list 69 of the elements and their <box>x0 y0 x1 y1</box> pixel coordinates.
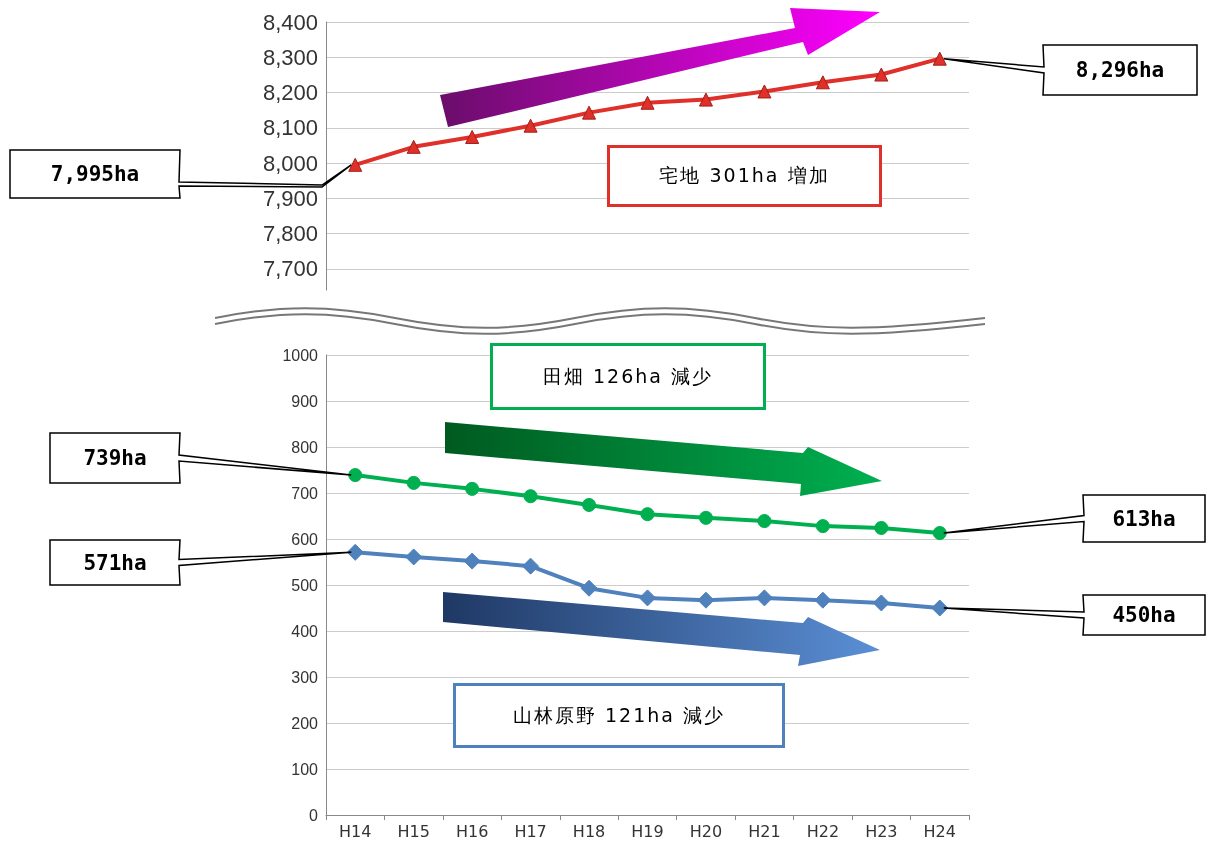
y-tick-label: 700 <box>291 484 319 502</box>
point <box>698 92 713 107</box>
point <box>874 67 889 82</box>
x-tick-label: H17 <box>514 821 547 841</box>
point <box>405 548 423 566</box>
y-tick-label: 7,700 <box>262 256 318 282</box>
point <box>931 599 949 617</box>
text: 613ha <box>1111 505 1177 533</box>
text: 8,296ha <box>1074 57 1166 84</box>
point <box>582 105 597 120</box>
y-tick-label: 600 <box>291 530 319 548</box>
point <box>465 481 480 496</box>
y-tick-label: 7,800 <box>262 221 318 247</box>
x-tick-label: H18 <box>572 821 606 841</box>
y-tick-label: 8,400 <box>262 9 318 35</box>
text: 739ha <box>82 445 148 472</box>
point <box>465 129 480 144</box>
x-tick-label: H22 <box>806 821 840 841</box>
point <box>523 489 538 504</box>
text: 7,995ha <box>49 161 141 188</box>
y-tick-label: 800 <box>291 438 319 456</box>
y-tick-label: 200 <box>291 714 319 732</box>
y-tick-label: 8,300 <box>262 44 318 70</box>
y-tick-label: 0 <box>309 806 319 824</box>
y-tick-label: 1000 <box>282 346 319 364</box>
point <box>815 519 830 534</box>
point <box>639 589 656 607</box>
point <box>346 543 364 561</box>
point <box>757 84 772 99</box>
point <box>580 579 598 597</box>
x-tick-label: H19 <box>631 821 664 841</box>
point <box>872 594 890 612</box>
y-tick-label: 100 <box>291 760 319 778</box>
y-tick-label: 400 <box>291 622 319 640</box>
point <box>406 139 421 154</box>
point <box>463 552 481 570</box>
y-tick-label: 7,900 <box>262 185 318 211</box>
point <box>406 475 421 490</box>
x-tick-label: H24 <box>923 821 956 841</box>
point <box>523 118 538 133</box>
point <box>348 157 363 172</box>
point <box>755 589 773 607</box>
point <box>815 75 830 90</box>
x-tick-label: H23 <box>865 821 898 841</box>
point <box>640 95 655 110</box>
y-tick-label: 500 <box>291 576 319 594</box>
y-tick-label: 8,100 <box>262 115 318 141</box>
point <box>582 497 597 512</box>
point <box>348 468 363 483</box>
y-tick-label: 900 <box>291 392 319 410</box>
x-tick-label: H16 <box>455 821 489 841</box>
point <box>640 507 655 522</box>
y-tick-label: 8,200 <box>262 80 318 106</box>
point <box>698 510 713 525</box>
y-tick-label: 300 <box>291 668 319 686</box>
point <box>757 514 772 529</box>
y-tick-label: 8,000 <box>262 150 318 176</box>
point <box>932 51 947 66</box>
point <box>522 557 540 575</box>
text: 450ha <box>1111 602 1177 629</box>
x-tick-label: H20 <box>689 821 723 841</box>
point <box>932 526 947 541</box>
point <box>697 591 715 609</box>
x-tick-label: H21 <box>748 821 781 841</box>
x-tick-label: H15 <box>397 821 430 841</box>
text: 571ha <box>82 549 148 577</box>
point <box>814 591 832 609</box>
x-tick-label: H14 <box>339 821 372 841</box>
point <box>874 520 889 535</box>
